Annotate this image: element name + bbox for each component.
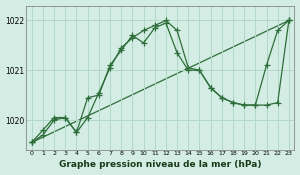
X-axis label: Graphe pression niveau de la mer (hPa): Graphe pression niveau de la mer (hPa) [59, 160, 262, 169]
